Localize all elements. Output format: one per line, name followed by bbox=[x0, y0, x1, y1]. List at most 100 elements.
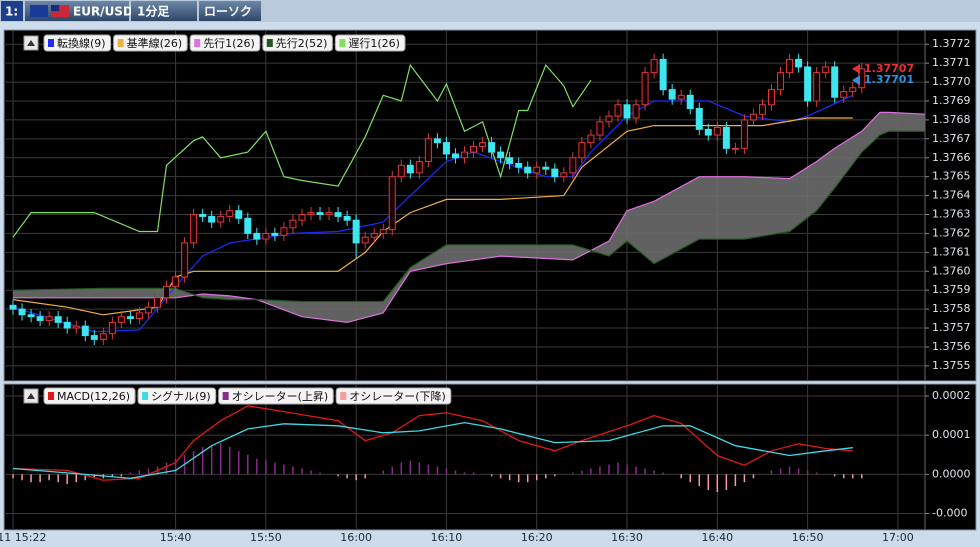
y-tick-label: 1.3771 bbox=[932, 56, 971, 69]
legend-item bbox=[43, 387, 136, 405]
candle-body bbox=[524, 166, 532, 174]
candle-body bbox=[235, 210, 243, 219]
candle-body bbox=[822, 66, 830, 74]
candle-body bbox=[506, 157, 514, 164]
legend-label: 先行1(26) bbox=[203, 37, 255, 50]
candle-body bbox=[289, 219, 297, 229]
legend-swatch bbox=[117, 39, 124, 47]
candle-body bbox=[515, 162, 523, 168]
candle-body bbox=[777, 72, 785, 91]
candle-body bbox=[786, 58, 794, 74]
candle-body bbox=[749, 113, 757, 121]
candle-body bbox=[587, 134, 595, 144]
eu-flag bbox=[30, 5, 48, 17]
y-tick-label: 1.3757 bbox=[932, 321, 971, 334]
timeframe-cell[interactable] bbox=[131, 1, 197, 21]
candle-body bbox=[388, 176, 396, 231]
candle-body bbox=[569, 157, 577, 174]
candle-body bbox=[135, 312, 143, 320]
legend-swatch bbox=[266, 39, 273, 47]
candle-body bbox=[316, 212, 324, 216]
price-label: 1.37701 bbox=[864, 73, 914, 86]
symbol: EUR/USD bbox=[73, 5, 133, 19]
candle-body bbox=[9, 304, 17, 310]
y-tick-label: 1.3761 bbox=[932, 245, 971, 258]
candle-body bbox=[623, 104, 631, 119]
legend-item bbox=[137, 387, 217, 405]
tab-index[interactable] bbox=[1, 1, 23, 21]
macd-panel bbox=[3, 383, 977, 531]
candle-body bbox=[686, 94, 694, 110]
legend-item bbox=[218, 387, 334, 405]
y-tick-label: 1.3770 bbox=[932, 75, 971, 88]
candle-body bbox=[406, 164, 414, 174]
candle-body bbox=[343, 215, 351, 221]
candle-body bbox=[578, 142, 586, 159]
candle-body bbox=[659, 58, 667, 91]
candle-body bbox=[226, 210, 234, 217]
candle-body bbox=[81, 325, 89, 337]
candle-body bbox=[795, 58, 803, 68]
cloud bbox=[13, 112, 925, 323]
y-tick-label: 0.0001 bbox=[932, 428, 971, 441]
candle-body bbox=[63, 321, 71, 329]
legend-item bbox=[262, 34, 333, 52]
candle-body bbox=[154, 297, 161, 308]
candle-body bbox=[605, 115, 613, 123]
candle-body bbox=[352, 219, 360, 244]
y-tick-label: 1.3755 bbox=[932, 359, 971, 372]
candle-body bbox=[397, 164, 405, 178]
y-tick-label: 1.3759 bbox=[932, 283, 971, 296]
candle-body bbox=[244, 217, 252, 234]
y-tick-label: 1.3762 bbox=[932, 226, 971, 239]
candle-body bbox=[361, 236, 369, 244]
legend-label: 先行2(52) bbox=[276, 37, 328, 50]
candle-body bbox=[740, 119, 748, 149]
candle-body bbox=[190, 214, 198, 244]
y-tick-label: 0.0002 bbox=[932, 389, 971, 402]
candle-body bbox=[54, 316, 62, 323]
legend-item bbox=[113, 34, 188, 52]
legend-label: MACD(12,26) bbox=[57, 390, 130, 403]
candle-body bbox=[479, 142, 487, 147]
candle-body bbox=[442, 142, 450, 155]
y-tick-label: 1.3756 bbox=[932, 340, 971, 353]
x-tick-label: 16:40 bbox=[701, 531, 733, 544]
legend-label: オシレーター(下降) bbox=[349, 389, 446, 403]
candle-body bbox=[650, 58, 658, 74]
price-marker bbox=[852, 63, 860, 74]
candle-body bbox=[307, 212, 315, 216]
candle-body bbox=[271, 232, 279, 236]
candle-body bbox=[551, 168, 559, 178]
candle-body bbox=[90, 335, 98, 340]
candle-body bbox=[668, 89, 676, 100]
candle-body bbox=[144, 306, 152, 314]
candle-body bbox=[379, 229, 387, 234]
x-tick-label: 16:10 bbox=[431, 531, 463, 544]
x-tick-label: 16:00 bbox=[340, 531, 372, 544]
legend-item bbox=[334, 34, 406, 52]
y-tick-label: 1.3766 bbox=[932, 151, 971, 164]
candle-body bbox=[533, 166, 541, 174]
candle-body bbox=[27, 314, 35, 318]
x-tick-label: 17:00 bbox=[882, 531, 914, 544]
legend-swatch bbox=[339, 39, 346, 47]
candle-body bbox=[677, 94, 685, 100]
candle-body bbox=[253, 232, 261, 240]
y-tick-label: 0.0000 bbox=[932, 467, 971, 480]
candle-body bbox=[415, 161, 423, 174]
indicator-line bbox=[13, 111, 926, 324]
candle-body bbox=[199, 214, 207, 217]
legend-swatch bbox=[222, 392, 229, 400]
candle-body bbox=[695, 108, 703, 130]
legend-toggle-icon bbox=[27, 40, 35, 46]
legend-label: 基準線(26) bbox=[127, 36, 183, 50]
candle-body bbox=[488, 142, 496, 153]
candle-body bbox=[36, 316, 44, 321]
candle-body bbox=[424, 138, 432, 163]
candle-body bbox=[840, 91, 848, 98]
legend-swatch bbox=[340, 392, 347, 400]
candle-body bbox=[280, 227, 288, 236]
chart-type-cell[interactable] bbox=[199, 1, 261, 21]
